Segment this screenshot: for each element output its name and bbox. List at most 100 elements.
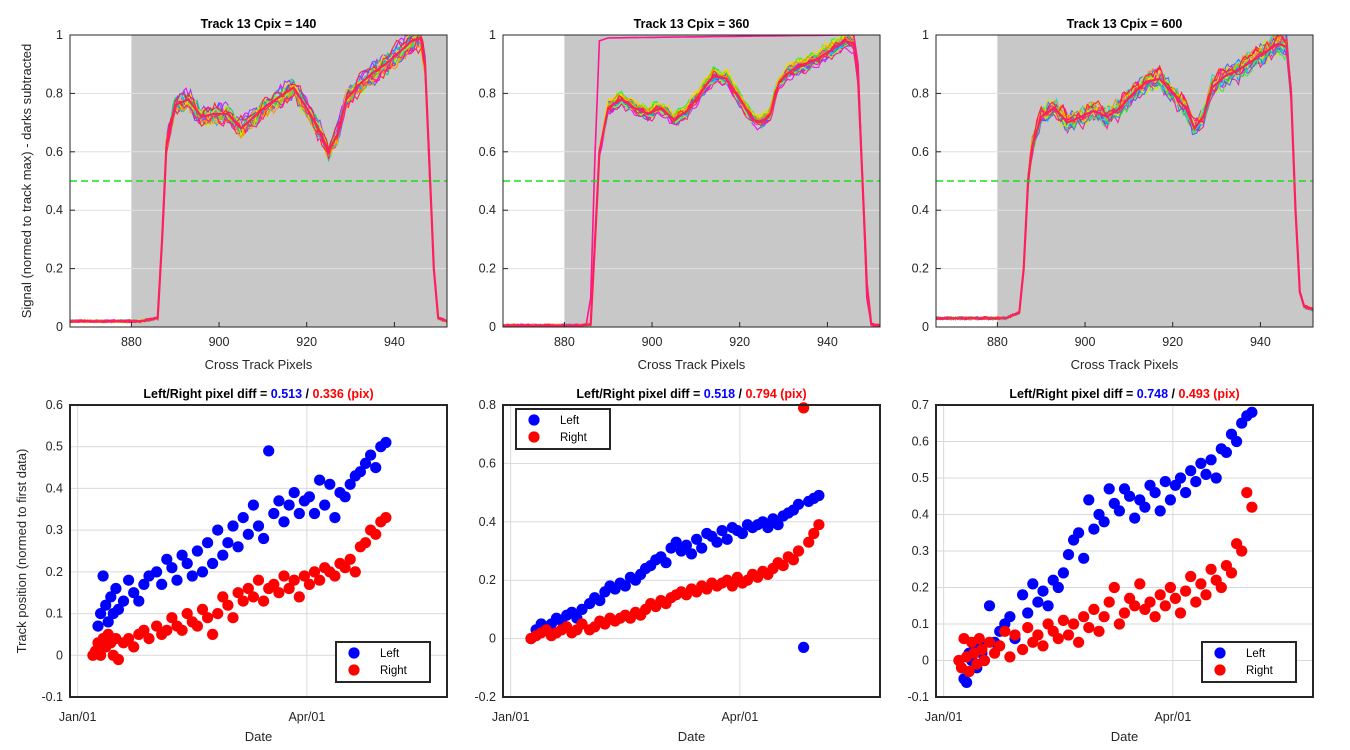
plot-title: Left/Right pixel diff = 0.513 / 0.336 (p… — [143, 387, 373, 401]
data-point-left — [133, 595, 145, 607]
data-point-right — [138, 624, 150, 636]
data-point-right — [359, 537, 372, 549]
y-tick-label: 0.1 — [912, 617, 929, 631]
data-point-right — [1108, 581, 1120, 594]
data-point-right — [370, 528, 382, 540]
data-point-left — [207, 557, 219, 570]
scatter-plot-3: -0.1 0 0.1 0.2 0.3 0.4 0.5 0.6 0.7 Jan/01 Apr/01 Le… — [907, 387, 1314, 744]
data-point-left — [1231, 435, 1243, 448]
legend: Left Right — [335, 641, 431, 683]
y-tick-label: 0.5 — [46, 440, 63, 454]
data-point-left — [156, 578, 168, 591]
x-tick-label: 920 — [296, 335, 317, 349]
data-point-left — [721, 533, 733, 545]
y-tick-label: 0.6 — [479, 456, 496, 470]
scatter-plot-2: -0.2 0 0.2 0.4 0.6 0.8 Jan/01 Apr/01 Left/Right … — [474, 387, 881, 744]
data-point-right — [1205, 563, 1217, 575]
plot-title: Left/Right pixel diff = 0.748 / 0.493 (p… — [1009, 387, 1239, 401]
data-point-left — [983, 600, 996, 612]
title-part: 0.518 — [704, 387, 735, 401]
x-tick-label: Jan/01 — [59, 710, 97, 724]
data-point-right — [983, 636, 996, 648]
y-tick-label: 0.2 — [912, 581, 929, 595]
x-tick-label: 920 — [729, 335, 750, 349]
y-tick-label: 1 — [922, 28, 929, 42]
data-point-right — [1068, 618, 1080, 630]
data-point-right — [1052, 633, 1064, 645]
legend-marker-right — [528, 431, 540, 443]
axes-box — [69, 34, 448, 328]
data-point-left — [1088, 523, 1100, 535]
data-point-left — [202, 537, 214, 549]
data-point-right — [278, 570, 290, 582]
y-tick-label: 0.6 — [46, 398, 63, 412]
data-point-left — [1037, 585, 1049, 597]
data-point-right — [143, 633, 155, 645]
data-point-right — [1088, 603, 1100, 616]
plot-title: Track 13 Cpix = 360 — [634, 17, 750, 31]
data-point-left — [1103, 483, 1115, 495]
x-axis-label: Cross Track Pixels — [1071, 357, 1179, 372]
data-point-right — [1154, 589, 1166, 601]
y-tick-label: -0.2 — [474, 690, 496, 704]
data-point-right — [123, 633, 135, 645]
profile-plot-3: 0 0.2 0.4 0.6 0.8 1 880 900 920 940 Track 13 Cpix … — [912, 17, 1314, 372]
data-point-left — [1042, 600, 1054, 612]
x-tick-label: 940 — [384, 335, 405, 349]
data-points — [87, 436, 392, 666]
data-point-right — [1073, 636, 1085, 648]
data-point-right — [1009, 629, 1021, 641]
legend-label-right: Right — [380, 665, 408, 677]
signal-traces — [936, 35, 1313, 321]
title-part: (pix) — [344, 387, 374, 401]
data-point-right — [339, 562, 351, 574]
data-point-left — [278, 516, 290, 528]
data-point-right — [308, 566, 321, 578]
data-point-left — [110, 582, 122, 595]
data-point-left — [151, 566, 163, 578]
data-point-left — [696, 542, 708, 554]
data-point-left — [344, 478, 356, 490]
data-point-left — [92, 620, 104, 632]
x-tick-label: 900 — [1075, 335, 1096, 349]
data-point-left — [813, 489, 825, 502]
data-point-left — [1174, 472, 1187, 484]
axes-box — [502, 34, 881, 328]
y-tick-label: 0.2 — [479, 573, 496, 587]
data-point-right — [1185, 570, 1197, 583]
y-tick-label: 0 — [922, 320, 929, 334]
data-point-left — [217, 549, 229, 561]
data-points — [525, 402, 825, 654]
x-axis-label: Date — [678, 729, 705, 744]
legend-marker-left — [1214, 647, 1226, 659]
data-point-left — [961, 676, 973, 689]
legend-label-right: Right — [1246, 665, 1274, 677]
data-point-right — [176, 624, 188, 636]
axes-box — [935, 404, 1314, 698]
data-point-left — [196, 566, 209, 578]
title-part: 0.336 — [313, 387, 344, 401]
data-point-right — [283, 582, 295, 595]
data-point-left — [370, 462, 382, 474]
data-point-left — [161, 553, 173, 565]
data-point-left — [1205, 454, 1217, 466]
title-part: 0.748 — [1137, 387, 1168, 401]
plot-title: Left/Right pixel diff = 0.518 / 0.794 (p… — [576, 387, 806, 401]
data-point-right — [273, 587, 285, 599]
data-point-right — [232, 587, 244, 599]
data-point-left — [1185, 465, 1197, 477]
data-point-left — [112, 603, 124, 616]
data-point-left — [123, 574, 135, 586]
x-axis-label: Date — [1111, 729, 1138, 744]
mean-trace — [936, 42, 1313, 320]
x-tick-label: Jan/01 — [925, 710, 963, 724]
y-tick-label: 0.8 — [479, 398, 496, 412]
data-point-right — [252, 574, 265, 586]
data-point-left — [716, 525, 728, 537]
data-point-left — [792, 498, 805, 510]
title-part: Left/Right pixel diff = — [143, 387, 270, 401]
title-part: / — [1168, 387, 1178, 401]
legend-marker-right — [1214, 664, 1226, 676]
data-point-right — [303, 578, 315, 591]
data-point-left — [1154, 505, 1166, 517]
